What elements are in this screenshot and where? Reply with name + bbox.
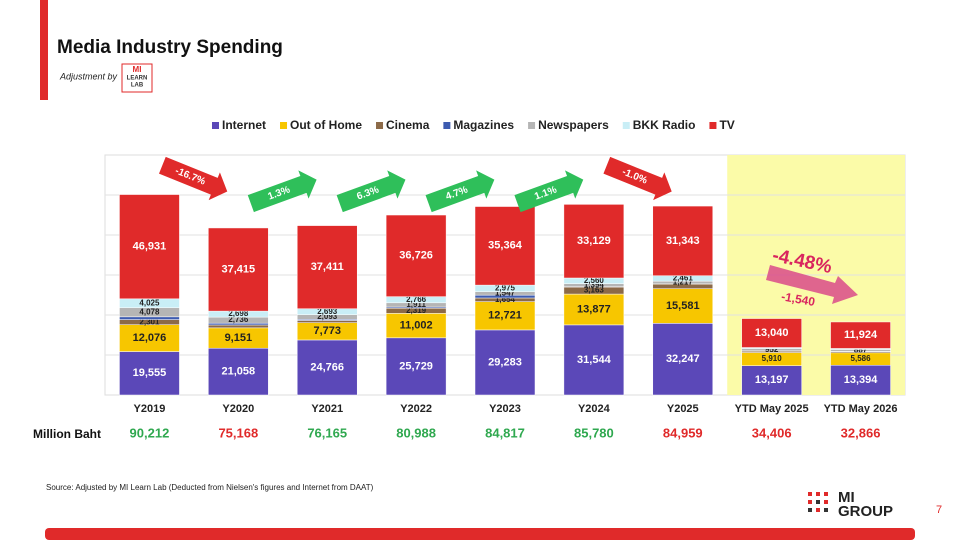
value-label: 4,025 — [139, 298, 160, 307]
legend-label: TV — [719, 118, 734, 132]
x-tick-label: Y2023 — [489, 403, 521, 415]
legend-swatch — [443, 122, 450, 129]
total-label: 90,212 — [130, 425, 170, 440]
total-caption: Million Baht — [33, 427, 101, 441]
value-label: 13,040 — [755, 327, 789, 339]
value-label: 11,002 — [400, 320, 433, 332]
total-label: 84,959 — [663, 425, 703, 440]
value-label: 46,931 — [133, 241, 167, 253]
value-label: 12,076 — [133, 332, 167, 344]
total-label: 85,780 — [574, 425, 614, 440]
x-tick-label: Y2020 — [222, 403, 254, 415]
legend-label: Magazines — [453, 118, 514, 132]
adjustment: Adjustment by — [59, 71, 118, 81]
value-label: 32,247 — [666, 353, 700, 365]
accent-bar — [40, 0, 48, 100]
legend-swatch — [376, 122, 383, 129]
legend-swatch — [212, 122, 219, 129]
x-tick-label: Y2025 — [667, 403, 699, 415]
source: Source: Adjusted by MI Learn Lab (Deduct… — [46, 483, 374, 492]
value-label: 13,197 — [755, 374, 789, 386]
legend-label: Newspapers — [538, 118, 609, 132]
total-label: 76,165 — [307, 425, 347, 440]
page-number: 7 — [936, 504, 942, 516]
value-label: 21,058 — [222, 366, 256, 378]
value-label: 7,773 — [313, 325, 341, 337]
value-label: 19,555 — [133, 367, 167, 379]
logo-text: MI — [133, 65, 142, 74]
title: Media Industry Spending — [57, 37, 283, 58]
total-label: 32,866 — [841, 425, 881, 440]
chart: Internet Out of Home Cinema Magazines Newspa… — [33, 118, 905, 441]
total-label: 84,817 — [485, 425, 525, 440]
value-label: 31,544 — [577, 354, 612, 366]
value-label: 5,586 — [851, 354, 872, 363]
total-label: 80,988 — [396, 425, 436, 440]
value-label: 5,910 — [762, 354, 783, 363]
legend-swatch — [528, 122, 535, 129]
value-label: 29,283 — [488, 356, 522, 368]
legend-label: Internet — [222, 118, 266, 132]
x-tick-label: Y2021 — [311, 403, 343, 415]
value-label: 12,721 — [488, 310, 522, 322]
legend-swatch — [623, 122, 630, 129]
value-label: 25,729 — [399, 360, 433, 372]
value-label: 15,581 — [666, 300, 700, 312]
x-tick-label: Y2022 — [400, 403, 432, 415]
bar-segment — [208, 325, 268, 328]
legend-swatch — [709, 122, 716, 129]
logo-text: LAB — [131, 83, 144, 89]
brand: GROUP — [838, 503, 893, 520]
legend-label: Out of Home — [290, 118, 362, 132]
value-label: 31,343 — [666, 235, 700, 247]
legend-label: BKK Radio — [633, 118, 696, 132]
x-tick-label: Y2024 — [578, 403, 611, 415]
brand-dots — [808, 492, 828, 512]
value-label: 36,726 — [399, 250, 433, 262]
value-label: 37,415 — [222, 263, 256, 275]
value-label: 37,411 — [311, 261, 344, 273]
value-label: 33,129 — [577, 235, 611, 247]
bar-segment — [119, 317, 179, 320]
footer-bar — [45, 528, 915, 540]
value-label: 13,394 — [844, 374, 879, 386]
value-label: 13,877 — [577, 303, 611, 315]
x-tick-label: YTD May 2025 — [735, 403, 809, 415]
value-label: 24,766 — [310, 361, 344, 373]
x-tick-label: Y2019 — [134, 403, 166, 415]
x-tick-label: YTD May 2026 — [824, 403, 898, 415]
value-label: 11,924 — [844, 329, 878, 341]
total-label: 75,168 — [218, 425, 258, 440]
legend-swatch — [280, 122, 287, 129]
total-label: 34,406 — [752, 425, 792, 440]
value-label: 4,078 — [139, 307, 160, 316]
legend-label: Cinema — [386, 118, 430, 132]
value-label: 9,151 — [225, 332, 253, 344]
logo-text: LEARN — [127, 76, 148, 82]
value-label: 35,364 — [488, 240, 523, 252]
